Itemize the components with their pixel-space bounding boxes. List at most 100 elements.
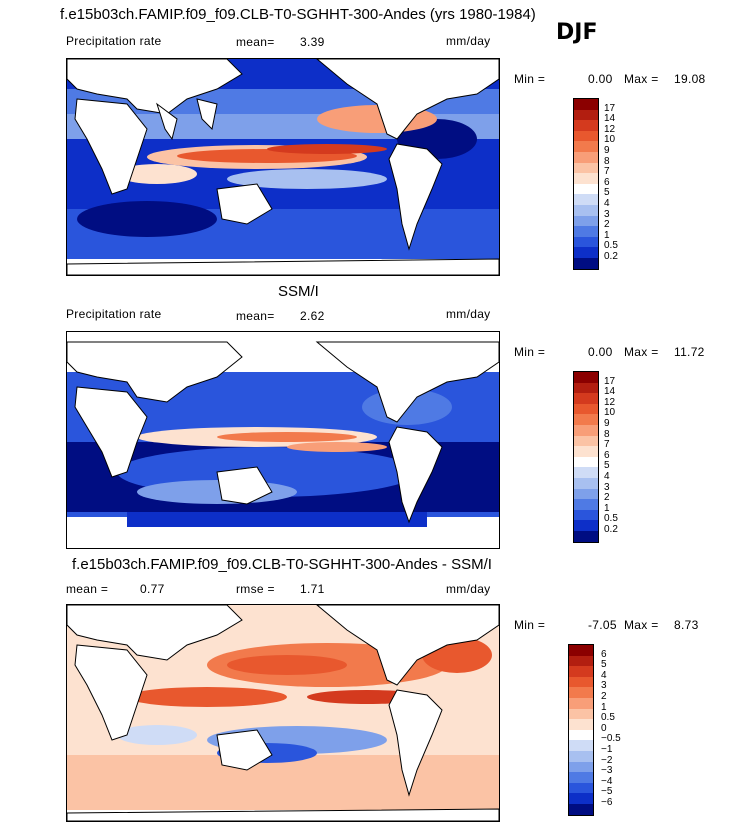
- panel1-units: mm/day: [446, 34, 491, 48]
- colorbar-segment: [574, 520, 598, 531]
- panel2-min-label: Min =: [514, 345, 546, 359]
- colorbar-tick-label: 9: [604, 145, 610, 156]
- panel3-min-value: -7.05: [588, 618, 617, 632]
- colorbar-tick-label: 5: [604, 460, 610, 472]
- colorbar-segment: [574, 215, 598, 227]
- colorbar-segment: [569, 803, 593, 815]
- panel2-mean-label: mean=: [236, 309, 275, 323]
- colorbar-tick-label: 12: [604, 396, 616, 408]
- colorbar-segment: [569, 729, 593, 741]
- colorbar-segment: [574, 403, 598, 415]
- panel2-units: mm/day: [446, 307, 491, 321]
- colorbar-tick-label: 0.5: [604, 240, 618, 252]
- colorbar-segment: [574, 109, 598, 121]
- panel1-colorbar-labels: 17 14 12 10 9 8 7 6 5 4 3 2 1 0.5 0.2: [604, 98, 644, 268]
- colorbar-tick-label: 14: [604, 113, 616, 125]
- colorbar-tick-label: 10: [604, 134, 616, 146]
- colorbar-segment: [574, 130, 598, 142]
- panel3-title: f.e15b03ch.FAMIP.f09_f09.CLB-T0-SGHHT-30…: [72, 556, 492, 573]
- colorbar-segment: [574, 257, 598, 269]
- colorbar-tick-label: 12: [604, 123, 616, 135]
- colorbar-segment: [569, 740, 593, 751]
- colorbar-segment: [574, 530, 598, 542]
- colorbar-tick-label: 0.5: [601, 712, 615, 724]
- colorbar-segment: [574, 456, 598, 468]
- colorbar-tick-label: 4: [601, 669, 607, 681]
- panel2-max-value: 11.72: [674, 345, 705, 359]
- panel3-max-label: Max =: [624, 618, 659, 632]
- panel2-map: [66, 331, 500, 549]
- colorbar-tick-label: 1: [601, 701, 607, 713]
- colorbar-tick-label: 2: [604, 219, 610, 231]
- colorbar-tick-label: 3: [604, 481, 610, 493]
- colorbar-tick-label: 2: [601, 691, 607, 702]
- colorbar-segment: [574, 477, 598, 489]
- colorbar-tick-label: −2: [601, 754, 613, 766]
- colorbar-segment: [569, 645, 593, 656]
- colorbar-tick-label: −6: [601, 797, 613, 808]
- panel1-mean-value: 3.39: [300, 35, 325, 49]
- panel1-min-label: Min =: [514, 72, 546, 86]
- panel3-map-svg: [67, 605, 499, 821]
- colorbar-segment: [574, 162, 598, 174]
- panel1-mean-label: mean=: [236, 35, 275, 49]
- season-label: DJF: [556, 20, 598, 45]
- panel2-min-value: 0.00: [588, 345, 613, 359]
- colorbar-segment: [569, 697, 593, 709]
- panel1-min-value: 0.00: [588, 72, 613, 86]
- colorbar-tick-label: 0: [601, 722, 607, 734]
- colorbar-tick-label: 17: [604, 102, 616, 114]
- colorbar-tick-label: 0.2: [604, 524, 618, 535]
- colorbar-tick-label: 10: [604, 407, 616, 419]
- panel2-variable-label: Precipitation rate: [66, 307, 162, 321]
- colorbar-segment: [574, 446, 598, 457]
- colorbar-tick-label: 7: [604, 439, 610, 451]
- colorbar-tick-label: 0.2: [604, 251, 618, 262]
- panel1-max-label: Max =: [624, 72, 659, 86]
- panel3-mean-value: 0.77: [140, 582, 165, 596]
- colorbar-segment: [569, 750, 593, 762]
- colorbar-segment: [574, 424, 598, 436]
- panel1-max-value: 19.08: [674, 72, 706, 86]
- colorbar-segment: [569, 793, 593, 804]
- panel3-mean-label: mean =: [66, 582, 109, 596]
- colorbar-segment: [574, 204, 598, 216]
- colorbar-tick-label: −0.5: [601, 733, 621, 745]
- colorbar-segment: [569, 719, 593, 730]
- colorbar-tick-label: 6: [601, 648, 607, 660]
- colorbar-tick-label: 9: [604, 418, 610, 429]
- colorbar-tick-label: 4: [604, 471, 610, 482]
- colorbar-segment: [574, 382, 598, 394]
- panel1-map: [66, 58, 500, 276]
- panel2-colorbar: [573, 371, 599, 543]
- panel3-max-value: 8.73: [674, 618, 699, 632]
- panel3-rmse-value: 1.71: [300, 582, 325, 596]
- colorbar-segment: [574, 372, 598, 383]
- colorbar-tick-label: 6: [604, 176, 610, 188]
- panel1-colorbar: [573, 98, 599, 270]
- colorbar-segment: [569, 666, 593, 677]
- colorbar-tick-label: 5: [601, 659, 607, 671]
- panel2-title: SSM/I: [278, 283, 319, 300]
- colorbar-segment: [574, 509, 598, 521]
- colorbar-segment: [574, 435, 598, 447]
- colorbar-segment: [574, 236, 598, 248]
- panel3-rmse-label: rmse =: [236, 582, 275, 596]
- colorbar-tick-label: 1: [604, 502, 610, 514]
- colorbar-tick-label: 4: [604, 198, 610, 209]
- colorbar-tick-label: 17: [604, 375, 616, 387]
- colorbar-segment: [569, 782, 593, 794]
- colorbar-tick-label: 14: [604, 386, 616, 398]
- panel1-variable-label: Precipitation rate: [66, 34, 162, 48]
- colorbar-tick-label: 7: [604, 166, 610, 178]
- panel1-title: f.e15b03ch.FAMIP.f09_f09.CLB-T0-SGHHT-30…: [60, 6, 536, 23]
- colorbar-segment: [574, 414, 598, 425]
- colorbar-segment: [574, 183, 598, 195]
- panel2-mean-value: 2.62: [300, 309, 325, 323]
- colorbar-segment: [569, 772, 593, 783]
- colorbar-segment: [574, 247, 598, 258]
- colorbar-segment: [569, 655, 593, 667]
- colorbar-tick-label: −4: [601, 775, 613, 787]
- panel2-max-label: Max =: [624, 345, 659, 359]
- colorbar-tick-label: 8: [604, 428, 610, 440]
